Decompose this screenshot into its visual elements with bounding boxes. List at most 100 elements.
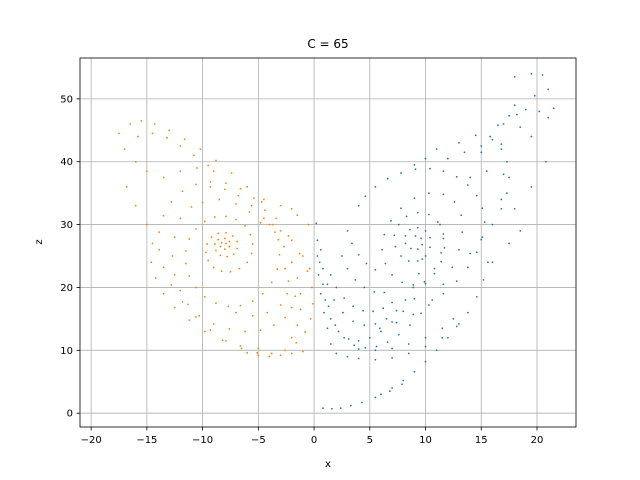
series-0-point [463,151,466,154]
series-1-point [125,185,128,188]
series-1-point [184,250,187,252]
series-1-point [228,328,231,330]
series-1-point [266,311,269,314]
series-0-point [329,273,332,276]
series-0-point [541,74,544,76]
series-0-point [409,228,411,231]
series-0-point [390,219,392,222]
series-0-point [385,317,388,320]
series-0-point [424,360,427,363]
series-1-point [229,270,232,273]
series-0-point [519,126,522,129]
series-0-point [380,393,382,396]
series-1-point [158,248,161,251]
series-0-point [500,207,503,210]
series-1-point [249,233,252,236]
x-axis-label: x [325,459,331,470]
series-0-point [365,262,368,265]
series-0-point [429,167,431,170]
series-0-point [407,352,410,355]
series-0-point [372,310,375,313]
series-0-point [500,143,503,146]
series-0-point [316,255,319,257]
series-0-point [513,207,516,210]
series-0-point [442,292,445,295]
series-1-point [251,243,254,245]
series-0-point [513,104,516,107]
series-0-point [442,193,445,196]
series-0-point [357,339,360,342]
x-tick-label: 20 [531,435,544,446]
series-0-point [331,407,333,410]
series-1-point [260,201,263,203]
series-0-point [458,141,460,144]
series-0-point [414,168,417,171]
series-1-point [195,316,197,318]
series-0-point [363,286,366,289]
series-1-point [195,228,197,230]
series-1-point [278,253,281,256]
series-1-point [251,314,254,317]
series-0-point [469,176,472,179]
series-0-point [339,407,342,410]
series-0-point [547,88,550,91]
series-1-point [215,159,217,162]
series-0-point [474,134,477,137]
series-1-point [295,341,298,344]
series-0-point [442,237,445,240]
series-0-point [361,401,363,404]
series-1-point [290,306,293,309]
series-1-point [162,176,165,179]
series-1-point [237,194,240,197]
series-1-point [290,352,293,355]
series-0-point [483,221,486,223]
series-1-point [302,255,304,257]
series-0-point [395,309,398,312]
series-0-point [441,327,444,330]
series-0-point [420,312,422,315]
series-0-point [416,260,419,262]
series-0-point [446,336,449,339]
chart-title: C = 65 [307,37,348,51]
series-0-point [333,299,336,301]
series-1-point [206,243,208,245]
series-1-point [226,255,229,258]
series-0-point [429,246,431,249]
series-0-point [442,283,445,286]
series-1-point [209,329,212,332]
series-0-point [315,222,318,225]
series-1-point [195,286,197,289]
series-0-point [442,233,445,235]
x-tick-label: 10 [419,435,432,446]
series-0-point [502,173,505,176]
series-1-point [284,267,286,270]
series-1-point [287,234,290,237]
series-1-point [257,347,260,350]
series-0-point [317,273,320,276]
series-1-point [219,254,222,257]
series-1-point [118,132,120,135]
series-1-point [246,351,249,354]
series-1-point [221,339,224,342]
series-0-point [413,197,416,200]
series-0-point [352,305,354,308]
series-1-point [259,221,262,224]
series-0-point [391,347,393,350]
series-1-point [123,148,126,151]
series-1-point [261,292,264,295]
series-0-point [374,358,377,361]
series-0-point [322,407,324,410]
series-1-point [168,129,171,132]
series-1-point [268,355,271,358]
series-1-point [179,217,182,220]
series-1-point [203,295,206,298]
series-0-point [547,116,550,119]
series-1-point [270,352,273,355]
series-0-point [421,243,424,246]
series-0-point [374,268,377,271]
series-0-point [481,207,484,210]
series-1-point [220,241,223,244]
series-0-point [458,248,460,251]
series-1-point [179,289,182,292]
series-0-point [435,148,438,151]
